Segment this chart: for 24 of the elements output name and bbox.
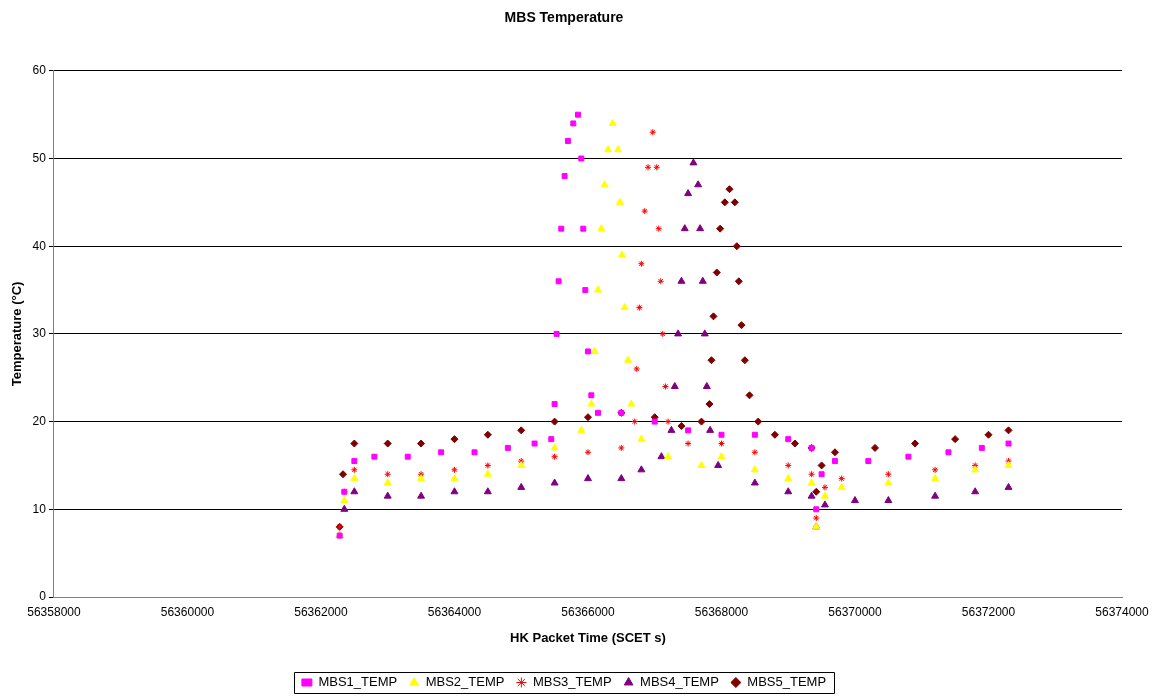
y-tick-label: 40: [32, 238, 47, 253]
y-tick-label: 30: [32, 326, 47, 341]
x-axis-title: HK Packet Time (SCET s): [510, 629, 666, 645]
chart-title: MBS Temperature: [504, 9, 624, 26]
x-tick-label: 56372000: [961, 604, 1016, 619]
y-tick-label: 20: [32, 413, 47, 428]
legend-label: MBS2_TEMP: [425, 674, 505, 690]
legend-label: MBS3_TEMP: [532, 674, 612, 690]
y-tick-label: 60: [32, 63, 47, 78]
x-tick-label: 56370000: [828, 604, 883, 619]
y-tick-label: 0: [39, 589, 47, 604]
x-tick-label: 56358000: [27, 604, 81, 619]
legend-label: MBS4_TEMP: [640, 674, 719, 690]
y-axis-title: Temperature (°C): [9, 281, 25, 387]
legend-label: MBS5_TEMP: [747, 674, 827, 690]
legend-label: MBS1_TEMP: [318, 674, 398, 690]
y-tick-label: 10: [32, 501, 47, 516]
x-tick-label: 56374000: [1095, 604, 1150, 619]
x-tick-label: 56362000: [294, 604, 348, 619]
x-tick-label: 56366000: [561, 604, 615, 619]
x-tick-label: 56360000: [160, 604, 215, 619]
x-tick-label: 56364000: [427, 604, 482, 619]
x-tick-label: 56368000: [694, 604, 749, 619]
y-tick-label: 50: [32, 150, 47, 165]
